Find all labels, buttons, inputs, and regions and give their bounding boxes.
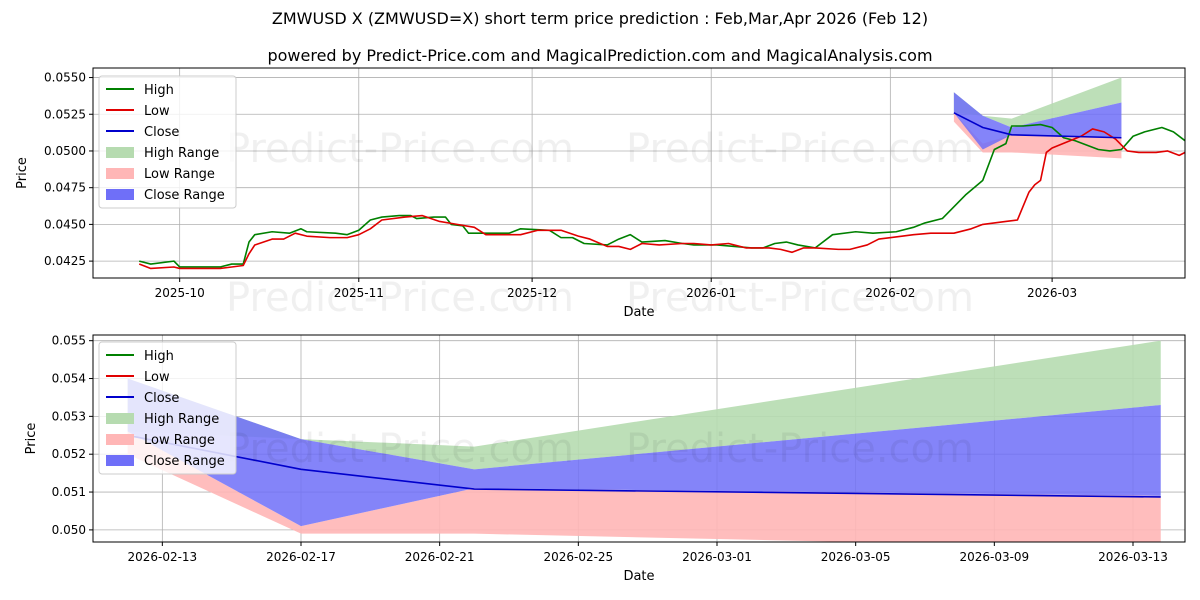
- plot-frame: [92, 334, 1186, 543]
- y-tick-label: 0.050: [52, 523, 86, 537]
- legend-label-low-range: Low Range: [144, 167, 215, 182]
- y-tick-label: 0.0425: [44, 254, 86, 268]
- legend-label-high: High: [144, 349, 174, 364]
- x-tick-label: 2026-03-13: [1098, 550, 1168, 564]
- legend-swatch-low-range: [106, 434, 134, 445]
- y-tick-label: 0.0550: [44, 71, 86, 85]
- chart-title: ZMWUSD X (ZMWUSD=X) short term price pre…: [271, 9, 929, 28]
- x-tick-label: 2026-02-17: [266, 550, 336, 564]
- watermark-text: Predict-Price.com: [626, 126, 974, 172]
- y-tick-label: 0.055: [52, 334, 86, 348]
- y-axis-label: Price: [15, 157, 30, 189]
- y-tick-label: 0.052: [52, 447, 86, 461]
- legend-swatch-high-range: [106, 413, 134, 424]
- legend-label-low-range: Low Range: [144, 433, 215, 448]
- series-line-low: [138, 128, 1185, 270]
- watermark-text: Predict-Price.com: [226, 426, 574, 472]
- y-tick-label: 0.0525: [44, 107, 86, 121]
- legend-label-high: High: [144, 83, 174, 98]
- x-tick-label: 2026-01: [686, 286, 736, 300]
- y-tick-label: 0.053: [52, 409, 86, 423]
- legend-label-close-range: Close Range: [144, 188, 225, 203]
- band-high-range: [953, 77, 1122, 128]
- series-line-close: [953, 112, 1122, 139]
- y-tick-label: 0.054: [52, 372, 86, 386]
- legend: High Low Close High Range Low Range Close Ran…: [98, 75, 237, 209]
- x-tick-label: 2026-02-25: [543, 550, 613, 564]
- x-tick-label: 2026-02-21: [405, 550, 475, 564]
- band-low-range: [127, 431, 1161, 542]
- watermark-text: Predict-Price.com: [626, 275, 974, 321]
- legend-swatch-low-range: [106, 168, 134, 179]
- y-tick-label: 0.0500: [44, 144, 86, 158]
- watermark-text: Predict-Price.com: [626, 426, 974, 472]
- y-axis-label: Price: [24, 423, 39, 455]
- legend-swatch-high-range: [106, 147, 134, 158]
- legend-label-high-range: High Range: [144, 146, 219, 161]
- legend-label-low: Low: [144, 370, 170, 385]
- legend: High Low Close High Range Low Range Close Ran…: [98, 341, 237, 475]
- x-tick-label: 2025-12: [507, 286, 557, 300]
- x-tick-label: 2026-02-13: [127, 550, 197, 564]
- x-tick-label: 2026-03-01: [682, 550, 752, 564]
- chart-subtitle: powered by Predict-Price.com and Magical…: [267, 46, 933, 65]
- plot-frame: [92, 67, 1186, 279]
- x-axis-label: Date: [623, 305, 654, 320]
- legend-label-high-range: High Range: [144, 412, 219, 427]
- x-tick-label: 2026-02: [865, 286, 915, 300]
- legend-label-low: Low: [144, 104, 170, 119]
- y-tick-label: 0.0450: [44, 217, 86, 231]
- legend-label-close-range: Close Range: [144, 454, 225, 469]
- x-axis-label: Date: [623, 569, 654, 584]
- band-close-range: [953, 92, 1122, 150]
- chart-panel-2: Predict-Price.com Predict-Price.com 2026-0…: [24, 334, 1186, 584]
- x-tick-label: 2026-03: [1027, 286, 1077, 300]
- legend-label-close: Close: [144, 125, 179, 140]
- plot-area: [138, 77, 1185, 270]
- y-tick-label: 0.0475: [44, 181, 86, 195]
- x-tick-label: 2026-03-05: [821, 550, 891, 564]
- band-high-range: [127, 340, 1161, 470]
- chart-panel-1: Predict-Price.com Predict-Price.com Predic…: [15, 67, 1186, 321]
- y-tick-label: 0.051: [52, 485, 86, 499]
- legend-swatch-close-range: [106, 189, 134, 200]
- watermark-text: Predict-Price.com: [226, 275, 574, 321]
- legend-label-close: Close: [144, 391, 179, 406]
- watermark-text: Predict-Price.com: [226, 126, 574, 172]
- band-close-range: [127, 378, 1161, 527]
- x-tick-label: 2025-11: [334, 286, 384, 300]
- x-tick-label: 2026-03-09: [959, 550, 1029, 564]
- x-tick-label: 2025-10: [155, 286, 205, 300]
- legend-swatch-close-range: [106, 455, 134, 466]
